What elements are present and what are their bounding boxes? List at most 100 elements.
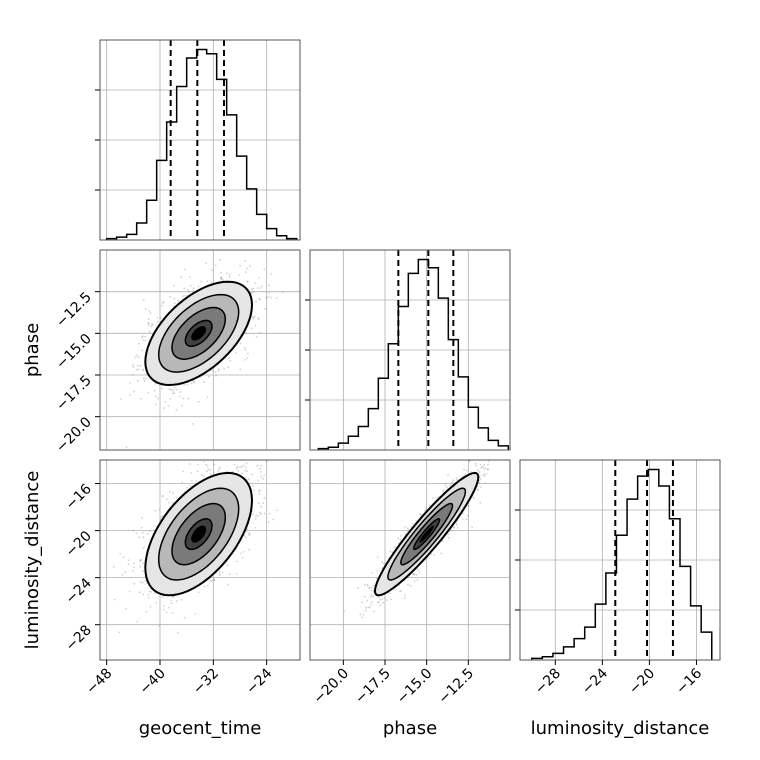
panel-frame: [309, 249, 511, 451]
y-tick-label: −20: [63, 528, 95, 560]
sample-point: [209, 468, 211, 471]
sample-point: [181, 295, 184, 297]
sample-point: [389, 550, 392, 553]
sample-point: [154, 383, 157, 385]
sample-point: [484, 467, 486, 470]
sample-point: [399, 535, 402, 537]
sample-point: [244, 358, 246, 361]
sample-point: [172, 492, 175, 495]
sample-point: [456, 478, 458, 481]
density-core: [191, 326, 207, 341]
sample-point: [428, 504, 431, 507]
sample-point: [248, 534, 251, 536]
sample-point: [487, 451, 489, 453]
sample-point: [155, 602, 158, 604]
sample-point: [149, 605, 152, 608]
sample-point: [204, 262, 207, 265]
sample-point: [246, 280, 249, 283]
sample-point: [227, 583, 230, 586]
sample-point: [382, 562, 385, 565]
sample-point: [270, 452, 272, 454]
sample-point: [246, 267, 248, 270]
sample-point: [213, 471, 215, 474]
sample-point: [172, 284, 175, 287]
sample-point: [136, 620, 139, 623]
sample-point: [485, 472, 488, 475]
sample-point: [177, 631, 180, 634]
sample-point: [127, 563, 130, 566]
sample-point: [245, 462, 248, 465]
sample-point: [481, 465, 484, 467]
contour-line: [184, 518, 213, 551]
sample-point: [207, 584, 209, 587]
sample-point: [406, 527, 409, 530]
sample-point: [367, 585, 369, 587]
sample-point: [132, 390, 135, 393]
sample-point: [235, 352, 237, 354]
sample-point: [133, 582, 136, 585]
sample-point: [166, 498, 168, 501]
sample-point: [161, 301, 164, 304]
sample-point: [148, 597, 150, 599]
sample-point: [122, 556, 125, 558]
sample-point: [195, 480, 198, 483]
sample-point: [183, 383, 185, 386]
sample-point: [397, 537, 400, 540]
sample-point: [364, 607, 367, 609]
sample-point: [173, 302, 176, 304]
sample-point: [160, 317, 162, 319]
sample-point: [211, 269, 213, 272]
sample-point: [201, 473, 203, 476]
sample-point: [141, 349, 143, 352]
sample-point: [142, 368, 145, 371]
sample-point: [220, 277, 223, 279]
sample-point: [363, 595, 366, 598]
sample-point: [369, 606, 371, 609]
sample-point: [467, 505, 470, 508]
sample-point: [364, 609, 367, 612]
sample-point: [252, 317, 254, 320]
sample-point: [113, 598, 116, 601]
sample-point: [170, 602, 173, 605]
x-tick-label: −12.5: [436, 666, 478, 708]
sample-point: [149, 312, 152, 315]
sample-point: [476, 488, 479, 491]
sample-point: [262, 502, 264, 504]
sample-point: [141, 531, 144, 534]
sample-point: [381, 598, 384, 601]
sample-point: [226, 564, 229, 567]
sample-point: [144, 580, 147, 582]
sample-point: [372, 584, 375, 587]
sample-point: [451, 481, 454, 484]
sample-point: [391, 551, 394, 554]
sample-point: [256, 458, 258, 460]
sample-point: [370, 603, 372, 606]
sample-point: [172, 390, 175, 392]
sample-point: [250, 292, 253, 295]
sample-point: [213, 579, 216, 581]
contour-line: [171, 306, 227, 360]
sample-point: [148, 330, 151, 333]
sample-point: [239, 342, 242, 345]
sample-point: [251, 440, 253, 442]
sample-point: [143, 380, 146, 383]
sample-point: [255, 336, 258, 338]
sample-point: [139, 364, 142, 367]
sample-point: [235, 467, 238, 469]
sample-point: [370, 595, 372, 598]
sample-point: [227, 366, 230, 369]
sample-point: [211, 369, 214, 372]
sample-point: [187, 397, 190, 400]
sample-point: [139, 560, 142, 563]
sample-point: [206, 396, 209, 398]
sample-point: [478, 482, 481, 485]
sample-point: [377, 596, 380, 598]
sample-point: [183, 268, 186, 271]
sample-point: [424, 509, 426, 512]
sample-point: [448, 536, 450, 539]
sample-point: [135, 532, 138, 534]
sample-point: [221, 571, 224, 574]
sample-point: [181, 598, 183, 601]
sample-point: [259, 298, 261, 301]
